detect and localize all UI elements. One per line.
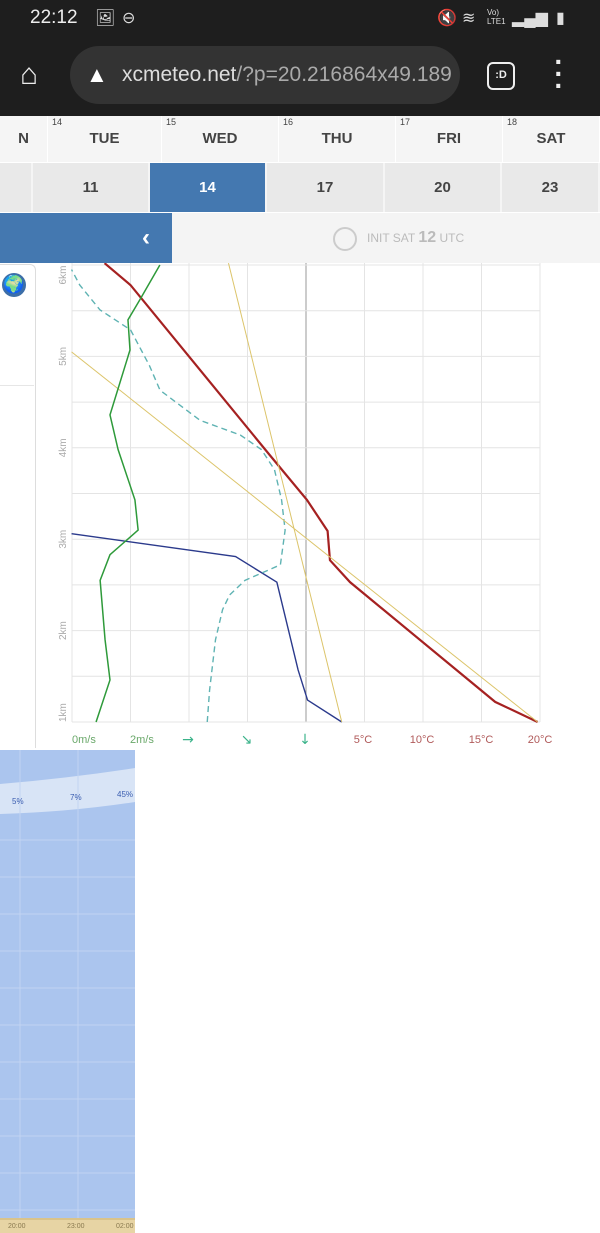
init-time: INIT SAT 12 UTC [333, 225, 464, 251]
day-tab[interactable]: N [0, 116, 48, 162]
status-bar: 22:12 🖼 ⊖ 🔇 ≋ Vo) LTE1 ▂▄▆ ▮ [0, 0, 600, 36]
temperature-tick-label: 10°C [410, 734, 435, 746]
wind-speed-line [95, 264, 161, 723]
cloud-percent: 7% [70, 793, 82, 802]
hour-tab[interactable] [0, 163, 33, 212]
temperature-tick-label: 15°C [469, 734, 494, 746]
address-bar[interactable]: ▲ xcmeteo.net/?p=20.216864x49.189 [70, 46, 460, 104]
hour-label: 23 [541, 179, 559, 196]
day-number: 17 [400, 117, 411, 127]
day-label: THU [321, 130, 353, 147]
altitude-tick-label: 4km [58, 438, 69, 457]
day-tab[interactable]: 15 WED [162, 116, 279, 162]
day-tab[interactable]: 18 SAT [503, 116, 600, 162]
divider [0, 385, 34, 386]
hour-label: 11 [82, 179, 99, 196]
cloud-percent: 5% [12, 797, 24, 806]
hour-tab[interactable]: 20 [385, 163, 502, 212]
day-label: SAT [536, 130, 566, 147]
adiabat-line [227, 263, 343, 723]
side-panel: 🌍 [0, 264, 36, 748]
day-label: WED [202, 130, 238, 147]
adiabat-line [71, 351, 538, 723]
day-label: FRI [436, 130, 462, 147]
hour-selector: 11 14 17 20 23 [0, 163, 600, 212]
altitude-tick-label: 3km [58, 530, 69, 549]
chevron-left-icon: ‹ [142, 224, 150, 251]
more-menu-icon[interactable]: · · · [554, 46, 564, 101]
wind-tick-label: 2m/s [130, 734, 154, 746]
day-label: N [18, 130, 29, 147]
temperature-line [103, 263, 539, 723]
dnd-icon: ⊖ [122, 10, 136, 27]
wind-tick-label: 0m/s [72, 734, 96, 746]
home-icon[interactable]: ⌂ [20, 58, 39, 91]
day-tab[interactable]: 16 THU [279, 116, 396, 162]
day-selector: N 14 TUE 15 WED 16 THU 17 FRI 18 SAT [0, 116, 600, 162]
altitude-tick-label: 2km [58, 621, 69, 640]
volte-icon: Vo) LTE1 [487, 8, 506, 26]
cloud-percent: 45% [117, 790, 134, 799]
temperature-tick-label: 5°C [354, 734, 373, 746]
day-tab[interactable]: 14 TUE [48, 116, 162, 162]
sounding-chart: 1km 2km 3km 4km 5km 6km 0m/s 2m/s 5°C 10°C 15°C 20°… [58, 263, 553, 748]
dashed-line [70, 269, 286, 723]
hour-label: 17 [316, 179, 334, 196]
cloud-panel: 5% 7% 45% [0, 750, 135, 1233]
hour-tab[interactable]: 17 [267, 163, 385, 212]
day-number: 18 [507, 117, 518, 127]
time-label: 20:00 [8, 1223, 26, 1230]
hour-label: 14 [199, 179, 216, 196]
altitude-tick-label: 1km [58, 703, 69, 722]
grid [0, 750, 135, 1220]
hour-tab[interactable]: 14 [150, 163, 267, 212]
clock-icon [333, 226, 357, 251]
hour-label: 20 [434, 179, 451, 196]
battery-icon: ▮ [556, 10, 565, 27]
hour-tab[interactable]: 23 [502, 163, 600, 212]
day-number: 14 [52, 117, 63, 127]
day-number: 15 [166, 117, 177, 127]
time-label: 02:00 [116, 1223, 134, 1230]
model-bar: ‹ INIT SAT 12 UTC [0, 213, 600, 263]
hour-tab[interactable]: 11 [33, 163, 150, 212]
wind-direction-arrow-icon: ↓ [299, 732, 311, 748]
day-number: 16 [283, 117, 294, 127]
time-axis: 20:00 23:00 02:00 [0, 1218, 135, 1233]
image-icon: 🖼 [95, 10, 116, 27]
temperature-tick-label: 20°C [528, 734, 553, 746]
cloud-band [0, 768, 135, 814]
wind-direction-arrow-icon: → [182, 732, 194, 748]
url-host: xcmeteo.net [122, 63, 237, 86]
tab-switcher-button[interactable]: :D [487, 62, 515, 90]
time-label: 23:00 [67, 1223, 85, 1230]
clock: 22:12 [30, 7, 78, 28]
wind-direction-arrow-icon: ↘ [241, 732, 253, 748]
altitude-tick-label: 6km [58, 266, 69, 285]
signal-icon: ▂▄▆ [512, 10, 548, 27]
browser-toolbar: ⌂ ▲ xcmeteo.net/?p=20.216864x49.189 :D ·… [0, 36, 600, 116]
altitude-tick-label: 5km [58, 347, 69, 366]
dewpoint-line [71, 533, 343, 723]
collapse-button[interactable]: ‹ [0, 213, 172, 263]
day-tab[interactable]: 17 FRI [396, 116, 503, 162]
mute-icon: 🔇 [437, 10, 457, 27]
day-label: TUE [89, 130, 120, 147]
globe-icon[interactable]: 🌍 [2, 273, 26, 297]
warning-icon[interactable]: ▲ [86, 62, 108, 87]
wifi-icon: ≋ [462, 10, 476, 27]
url-path: /?p=20.216864x49.189 [236, 63, 452, 86]
